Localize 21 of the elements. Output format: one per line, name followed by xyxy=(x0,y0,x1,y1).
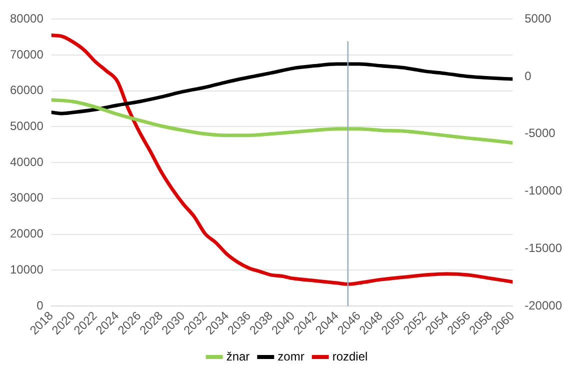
y-tick-label: 10000 xyxy=(10,262,44,276)
y-tick-label: 40000 xyxy=(10,154,44,169)
y-tick-label: 60000 xyxy=(10,83,44,98)
line-series xyxy=(51,62,513,116)
y2-tick-label: -10000 xyxy=(524,184,562,198)
y2-tick-label: 5000 xyxy=(524,12,552,26)
y2-tick-label: -5000 xyxy=(524,126,556,140)
y-tick-label: 80000 xyxy=(10,12,44,26)
y2-tick-label: 0 xyxy=(524,68,532,83)
legend-label: rozdiel xyxy=(332,349,368,364)
line-series xyxy=(51,98,513,145)
y2-tick-label: -15000 xyxy=(524,240,562,255)
legend-label: žnar xyxy=(226,349,250,364)
y-tick-label: 50000 xyxy=(10,119,44,134)
y-tick-label: 20000 xyxy=(10,226,44,241)
y-tick-label: 70000 xyxy=(10,47,44,62)
y2-tick-label: -20000 xyxy=(524,298,562,312)
y-tick-label: 0 xyxy=(36,298,44,312)
y-tick-label: 30000 xyxy=(10,190,44,205)
legend-label: zomr xyxy=(278,349,304,364)
line-series xyxy=(51,34,513,286)
